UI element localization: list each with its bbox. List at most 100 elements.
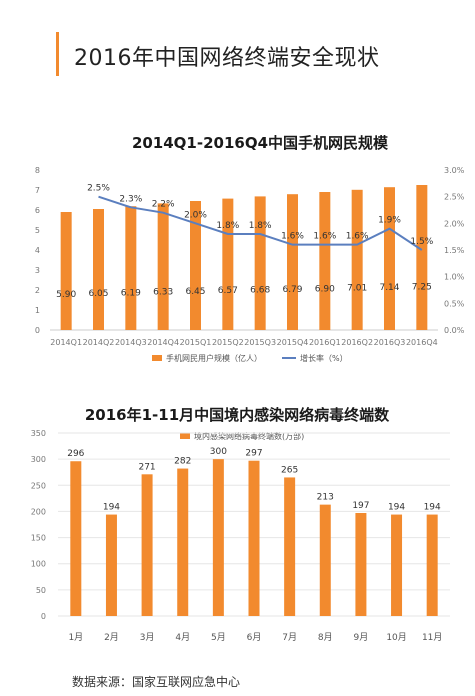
y-left-tick: 8 — [35, 166, 40, 175]
bar-value-label: 7.01 — [347, 284, 367, 294]
x-tick-label: 3月 — [140, 632, 155, 643]
bar-virus — [391, 514, 403, 616]
legend-swatch-bar — [152, 355, 162, 361]
bar-value-label: 265 — [281, 465, 298, 475]
growth-line — [98, 195, 423, 251]
y-tick: 100 — [31, 560, 46, 569]
bar-users — [384, 187, 395, 330]
bar-value-label: 213 — [317, 493, 334, 503]
chart1-legend: 手机网民用户规模（亿人） 增长率（%） — [152, 353, 348, 363]
chart1-title: 2014Q1-2016Q4中国手机网民规模 — [132, 134, 389, 152]
x-tick-label: 1月 — [68, 632, 83, 643]
bar-value-label: 7.25 — [412, 282, 432, 292]
mobile-users-chart: 2014Q1-2016Q4中国手机网民规模 0 1 2 3 4 5 6 7 8 0.0% 0.5%… — [35, 134, 465, 363]
y-right-tick: 2.5% — [444, 193, 465, 202]
y-left-tick: 5 — [35, 226, 40, 235]
bar-value-label: 6.57 — [218, 286, 238, 296]
bar-users — [351, 189, 363, 330]
bar-value-label: 5.90 — [56, 290, 76, 300]
header-accent-bar — [56, 32, 59, 76]
x-tick-label: 2016Q3 — [374, 338, 406, 347]
bar-virus — [319, 504, 331, 616]
x-tick-label: 4月 — [175, 632, 190, 643]
bar-users — [319, 192, 331, 330]
bar-value-label: 296 — [67, 449, 84, 459]
x-tick-label: 10月 — [386, 632, 406, 643]
legend-label-virus: 境内感染网络病毒终端数(万部) — [194, 431, 304, 441]
bar-value-label: 282 — [174, 457, 191, 467]
x-tick-label: 2015Q2 — [212, 338, 244, 347]
chart2-title: 2016年1-11月中国境内感染网络病毒终端数 — [85, 406, 390, 424]
x-tick-label: 2014Q1 — [50, 338, 82, 347]
growth-value-label: 2.0% — [184, 210, 207, 220]
y-right-tick: 0.0% — [444, 326, 465, 335]
x-tick-label: 2015Q4 — [277, 338, 309, 347]
legend-label-users: 手机网民用户规模（亿人） — [166, 353, 262, 363]
bar-virus — [177, 468, 189, 616]
bar-virus — [284, 477, 296, 616]
legend-label-growth: 增长率（%） — [300, 353, 348, 363]
bar-value-label: 297 — [245, 449, 262, 459]
bar-value-label: 194 — [103, 503, 120, 513]
bar-value-label: 6.90 — [315, 284, 335, 294]
x-tick-label: 2014Q4 — [147, 338, 179, 347]
x-tick-label: 8月 — [318, 632, 333, 643]
growth-value-label: 2.5% — [87, 184, 110, 194]
y-tick: 0 — [41, 612, 46, 621]
bar-value-label: 6.05 — [88, 289, 108, 299]
bar-users — [60, 212, 72, 330]
x-tick-label: 11月 — [422, 632, 442, 643]
y-right-tick: 1.5% — [444, 246, 465, 255]
bar-value-label: 6.45 — [185, 287, 205, 297]
bar-virus — [248, 460, 260, 616]
bar-virus — [355, 512, 367, 616]
bar-value-label: 6.79 — [282, 285, 302, 295]
x-tick-label: 5月 — [211, 632, 226, 643]
bar-virus — [105, 514, 117, 616]
y-left-tick: 7 — [35, 186, 40, 195]
x-tick-label: 2月 — [104, 632, 119, 643]
growth-value-label: 1.5% — [410, 237, 433, 247]
y-tick: 50 — [36, 586, 46, 595]
virus-terminals-chart: 2016年1-11月中国境内感染网络病毒终端数 境内感染网络病毒终端数(万部) … — [31, 406, 450, 643]
chart2-legend: 境内感染网络病毒终端数(万部) — [180, 431, 304, 441]
bar-virus — [426, 514, 438, 616]
bar-value-label: 197 — [352, 501, 369, 511]
growth-value-label: 1.6% — [281, 232, 304, 242]
y-tick: 200 — [31, 507, 46, 516]
x-tick-label: 2015Q3 — [244, 338, 276, 347]
bar-users — [416, 185, 428, 330]
x-tick-label: 6月 — [247, 632, 262, 643]
bar-virus — [70, 461, 82, 616]
y-left-tick: 4 — [35, 246, 40, 255]
y-left-tick: 3 — [35, 266, 40, 275]
bar-value-label: 7.14 — [379, 283, 399, 293]
bar-virus — [212, 459, 224, 616]
y-tick: 150 — [31, 534, 46, 543]
x-tick-label: 2015Q1 — [180, 338, 212, 347]
x-tick-label: 2016Q2 — [341, 338, 373, 347]
bar-value-label: 194 — [388, 503, 405, 513]
y-tick: 300 — [31, 455, 46, 464]
bar-users — [254, 196, 266, 330]
growth-value-label: 1.6% — [346, 232, 369, 242]
bar-users — [287, 194, 298, 330]
x-tick-label: 7月 — [282, 632, 297, 643]
y-right-tick: 0.5% — [444, 299, 465, 308]
y-right-tick: 1.0% — [444, 273, 465, 282]
bar-value-label: 194 — [424, 503, 441, 513]
x-tick-label: 9月 — [354, 632, 369, 643]
bar-users — [157, 203, 169, 330]
growth-value-label: 1.6% — [313, 232, 336, 242]
bar-value-label: 6.19 — [121, 288, 141, 298]
bar-value-label: 271 — [138, 462, 155, 472]
growth-value-label: 2.3% — [119, 194, 142, 204]
x-tick-label: 2016Q4 — [406, 338, 438, 347]
source-note: 数据来源：国家互联网应急中心 — [72, 675, 241, 689]
growth-value-label: 1.8% — [216, 221, 239, 231]
y-left-tick: 6 — [35, 206, 40, 215]
bar-users — [222, 198, 234, 330]
y-left-tick: 2 — [35, 286, 40, 295]
y-left-tick: 1 — [35, 306, 40, 315]
bar-value-label: 300 — [210, 447, 227, 457]
